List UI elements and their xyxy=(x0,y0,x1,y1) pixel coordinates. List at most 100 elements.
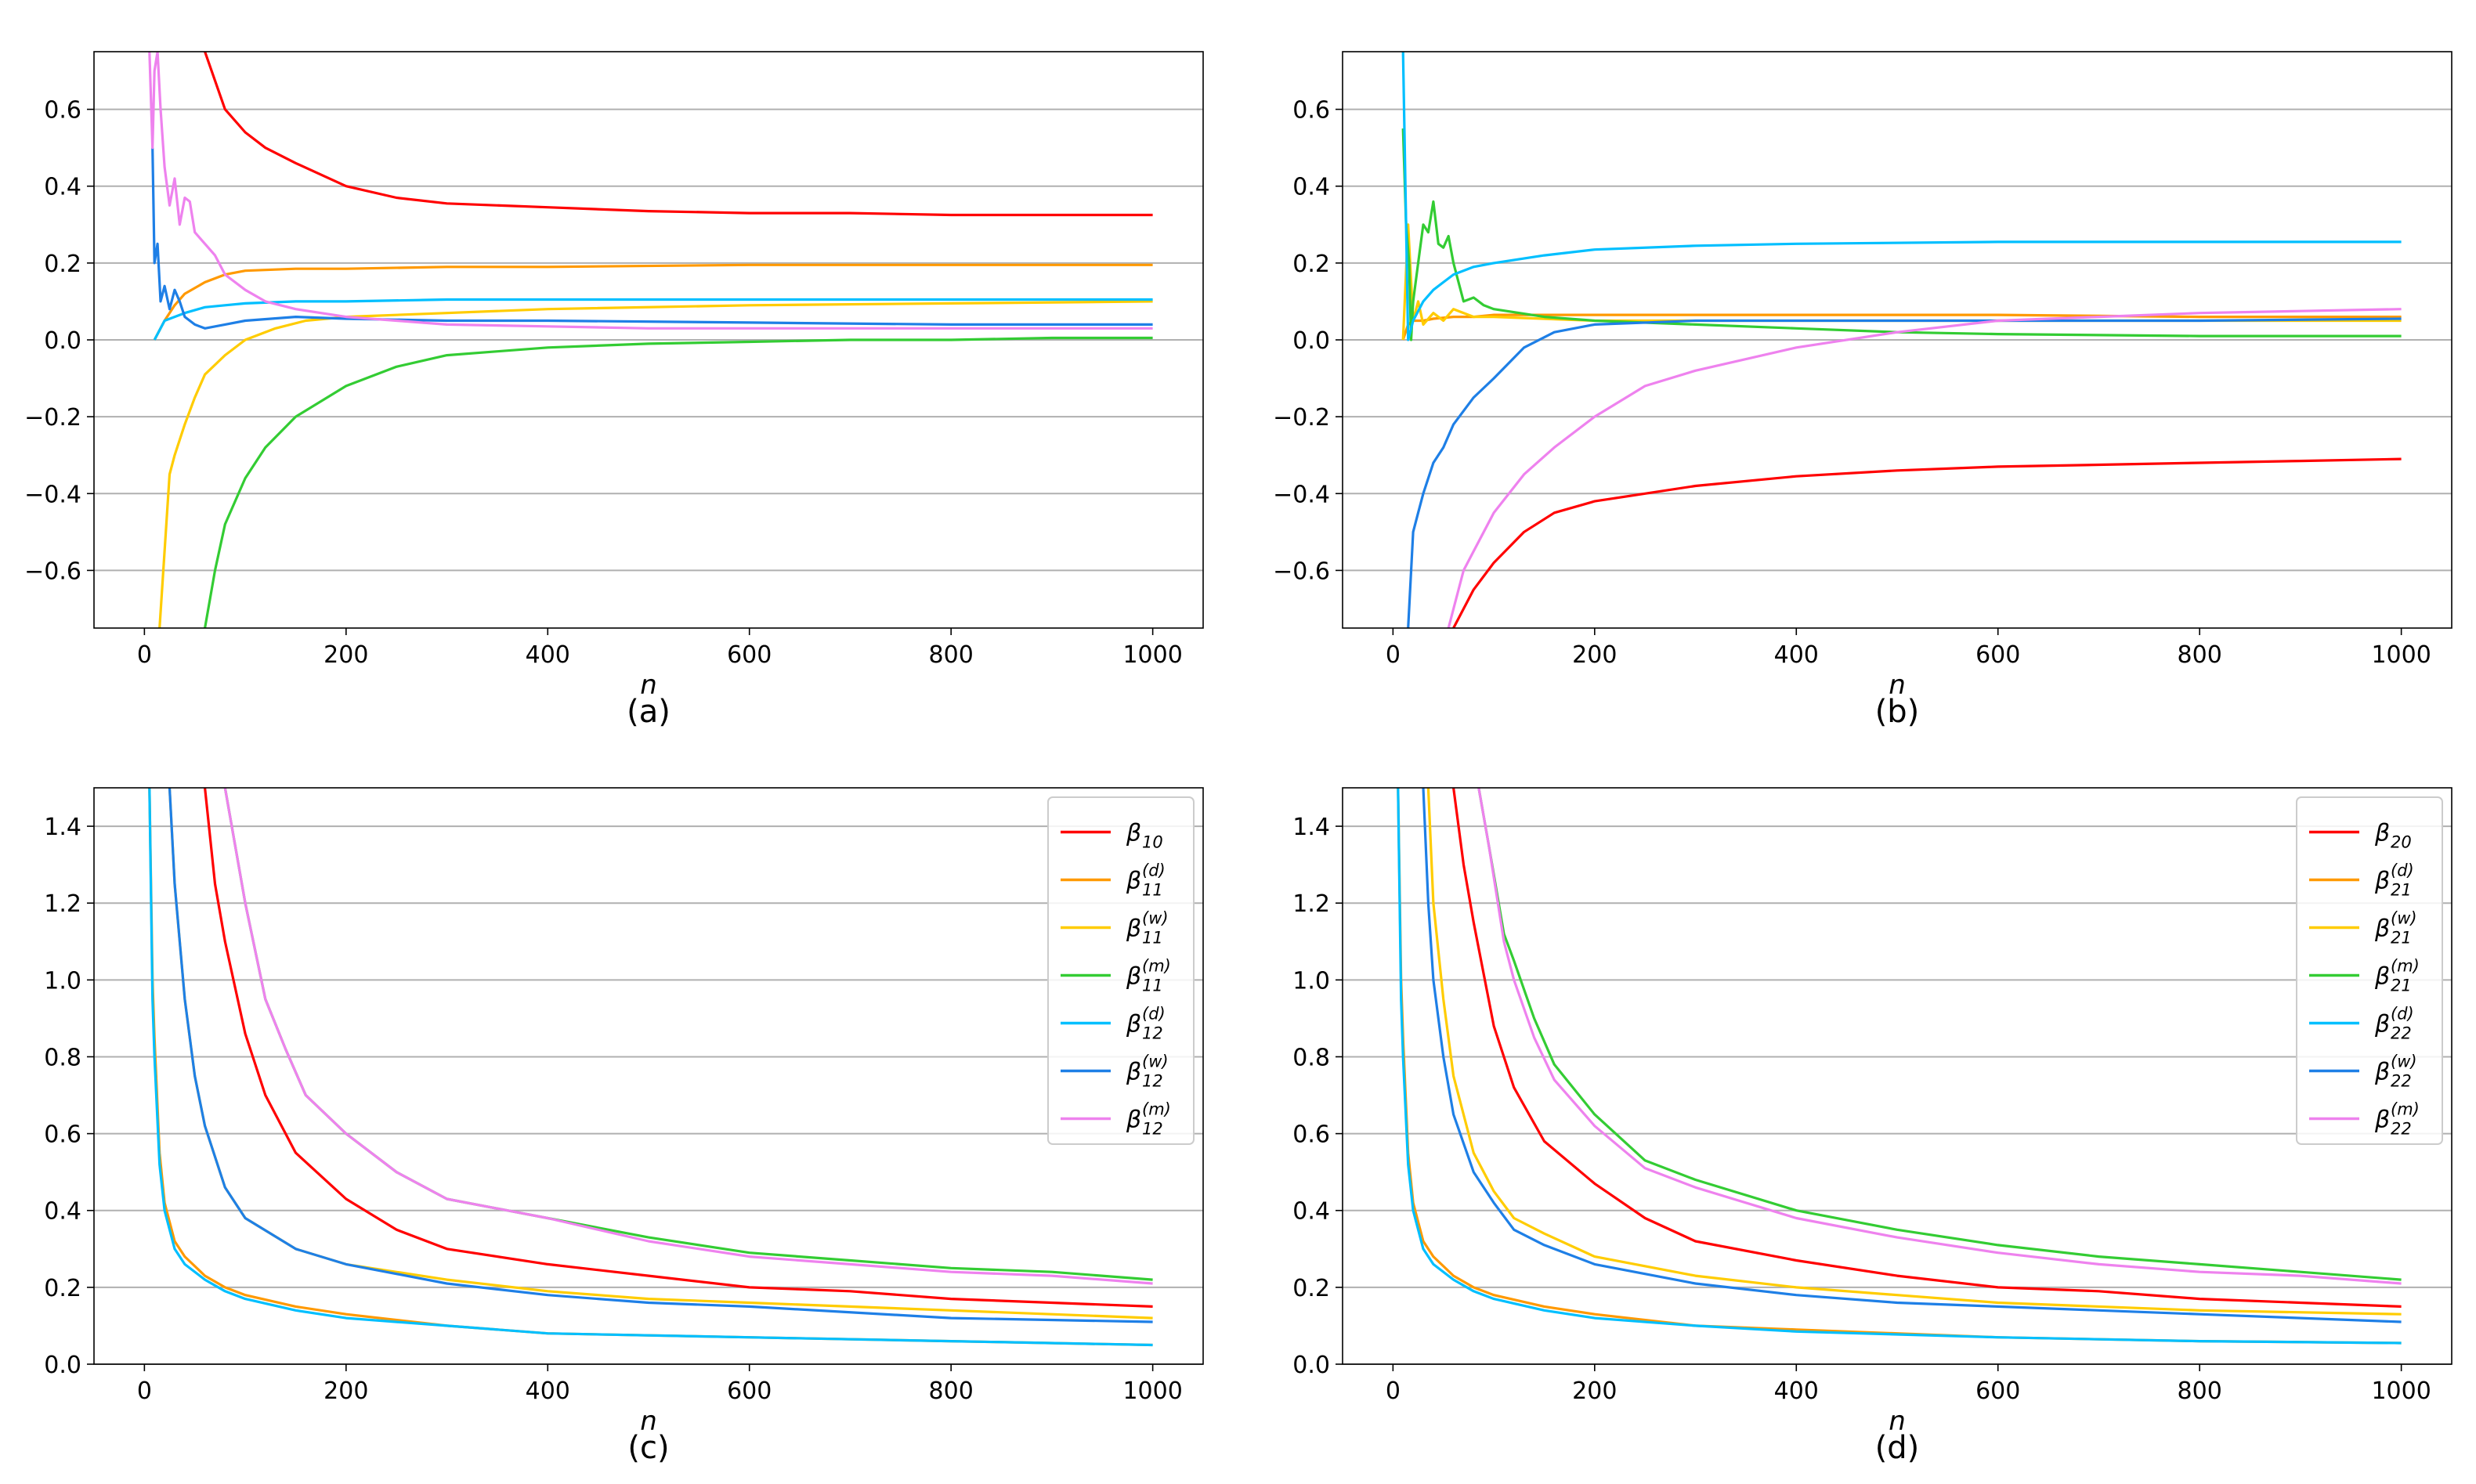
x-tick-label: 200 xyxy=(324,641,368,669)
y-tick-label: −0.2 xyxy=(1273,404,1330,431)
x-tick-label: 1000 xyxy=(2371,1377,2431,1405)
legend-label-superscript: (d) xyxy=(1142,1005,1166,1024)
legend-label-subscript: 10 xyxy=(1142,833,1163,852)
legend-item: β 10 xyxy=(1061,820,1163,852)
legend-item: β 22(d) xyxy=(2309,1005,2414,1043)
legend-item: β 11(m) xyxy=(1061,957,1171,995)
y-tick-label: 0.8 xyxy=(1292,1044,1330,1071)
y-tick-label: −0.2 xyxy=(24,404,81,431)
x-tick-label: 600 xyxy=(1975,1377,2020,1405)
y-tick-label: 1.2 xyxy=(1292,890,1330,918)
legend-item: β 21(d) xyxy=(2309,861,2414,900)
legend-item: β 12(m) xyxy=(1061,1100,1171,1139)
legend-label-subscript: 12 xyxy=(1142,1120,1163,1139)
series-line-violet xyxy=(223,788,1153,1285)
x-tick-label: 1000 xyxy=(1122,1377,1182,1405)
series-line-green xyxy=(1477,788,2402,1281)
legend-label-superscript: (m) xyxy=(2391,1100,2420,1119)
series-group xyxy=(1401,52,2402,628)
series-group xyxy=(148,52,1153,628)
y-tick-label: 0.0 xyxy=(1292,327,1330,355)
series-line-red xyxy=(1452,788,2402,1308)
legend-label-superscript: (w) xyxy=(1142,1053,1169,1071)
y-tick-label: 0.4 xyxy=(44,1198,81,1226)
y-tick-label: 0.4 xyxy=(1292,174,1330,201)
x-tick-label: 200 xyxy=(324,1377,368,1405)
legend-label-subscript: 11 xyxy=(1142,929,1163,948)
x-axis-label: n xyxy=(640,1406,657,1437)
legend-label-superscript: (m) xyxy=(2391,957,2420,976)
legend: β 20β 21(d)β 21(w)β 21(m)β 22(d)β 22(w)β 22(m) xyxy=(2296,796,2443,1145)
y-tick-label: 0.0 xyxy=(1292,1352,1330,1379)
x-tick-label: 1000 xyxy=(2371,641,2431,669)
y-tick-label: 0.0 xyxy=(44,1352,81,1379)
legend-item: β 21(w) xyxy=(2309,909,2417,948)
plot-frame xyxy=(1342,787,2453,1365)
y-tick-label: 0.2 xyxy=(44,1275,81,1302)
series-group xyxy=(1397,788,2402,1345)
legend-label-subscript: 11 xyxy=(1142,977,1163,995)
series-line-blue xyxy=(1407,317,2402,628)
legend-label-base: β xyxy=(2374,1011,2390,1038)
legend-label-superscript: (m) xyxy=(1142,957,1171,976)
x-axis-label: n xyxy=(640,670,657,701)
legend-label-subscript: 12 xyxy=(1142,1072,1163,1091)
legend-label-superscript: (d) xyxy=(2391,861,2414,880)
x-tick-label: 800 xyxy=(2178,1377,2222,1405)
legend-label-base: β xyxy=(2374,868,2390,895)
legend-box xyxy=(1047,796,1195,1145)
legend-item: β 11(d) xyxy=(1061,861,1166,900)
legend-item: β 12(d) xyxy=(1061,1005,1166,1043)
legend-label-base: β xyxy=(1126,1059,1141,1086)
series-line-cyan xyxy=(1401,52,2402,341)
x-tick-label: 800 xyxy=(929,641,974,669)
legend-label-base: β xyxy=(2374,820,2390,847)
panel-caption: (c) xyxy=(627,1430,669,1466)
legend-label-base: β xyxy=(2374,915,2390,943)
series-line-blue xyxy=(151,147,1153,330)
y-tick-label: 0.6 xyxy=(44,97,81,125)
y-tick-label: 0.4 xyxy=(44,174,81,201)
legend-label-base: β xyxy=(1126,1011,1141,1038)
plot-frame xyxy=(93,787,1204,1365)
x-tick-label: 600 xyxy=(727,1377,772,1405)
legend-label-subscript: 21 xyxy=(2391,881,2412,900)
chart-panel-1: 0 200 400 600 800 1000 −0.6 −0.4 −0.2 0.0 0.2 0.4 0.… xyxy=(24,51,1204,730)
panel-caption: (d) xyxy=(1875,1430,1920,1466)
chart-panel-3: 0 200 400 600 800 1000 0.0 0.2 0.4 0.6 0.8 1.0 1.2 1.… xyxy=(44,787,1204,1466)
legend-label-base: β xyxy=(2374,1107,2390,1134)
x-tick-label: 400 xyxy=(1774,1377,1819,1405)
legend-label-base: β xyxy=(1126,915,1141,943)
legend-label-subscript: 20 xyxy=(2391,833,2412,852)
y-tick-label: 1.0 xyxy=(1292,967,1330,995)
y-tick-label: 0.2 xyxy=(44,251,81,278)
legend-label-subscript: 21 xyxy=(2391,929,2412,948)
legend-label-subscript: 22 xyxy=(2391,1072,2412,1091)
legend-label-superscript: (d) xyxy=(2391,1005,2414,1024)
legend-label-superscript: (m) xyxy=(1142,1100,1171,1119)
y-tick-label: −0.6 xyxy=(1273,558,1330,585)
series-line-red xyxy=(204,52,1153,217)
y-tick-label: 0.2 xyxy=(1292,1275,1330,1302)
x-axis-label: n xyxy=(1889,1406,1906,1437)
series-line-cyan xyxy=(1397,788,2402,1345)
panel-caption: (a) xyxy=(627,694,671,730)
series-line-blue xyxy=(168,788,1153,1323)
legend-label-base: β xyxy=(1126,1107,1141,1134)
x-tick-label: 0 xyxy=(137,1377,152,1405)
y-tick-label: 1.2 xyxy=(44,890,81,918)
series-line-yellow xyxy=(1426,788,2402,1316)
series-line-green xyxy=(1401,128,2402,341)
x-tick-label: 200 xyxy=(1572,1377,1617,1405)
legend-label-subscript: 11 xyxy=(1142,881,1163,900)
series-line-violet xyxy=(1477,788,2402,1285)
x-tick-label: 0 xyxy=(1386,641,1401,669)
y-tick-label: 0.2 xyxy=(1292,251,1330,278)
y-tick-label: 1.4 xyxy=(1292,814,1330,841)
y-tick-label: 0.6 xyxy=(44,1121,81,1149)
y-tick-label: 0.0 xyxy=(44,327,81,355)
legend-label-superscript: (w) xyxy=(2391,909,2417,928)
y-tick-label: −0.4 xyxy=(1273,481,1330,508)
legend-item: β 11(w) xyxy=(1061,909,1169,948)
